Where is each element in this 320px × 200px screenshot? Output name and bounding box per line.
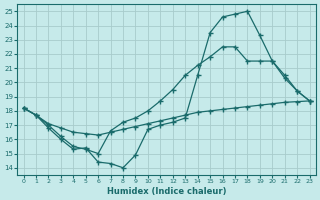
- X-axis label: Humidex (Indice chaleur): Humidex (Indice chaleur): [107, 187, 226, 196]
